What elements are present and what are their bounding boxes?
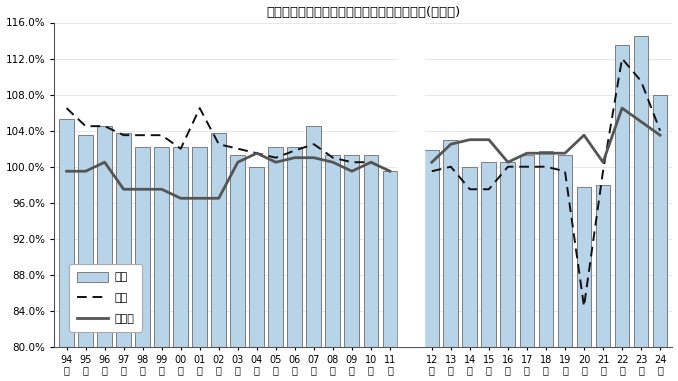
- Bar: [595, 185, 610, 347]
- Bar: [653, 94, 668, 347]
- Bar: [174, 147, 188, 347]
- Bar: [615, 45, 629, 347]
- Bar: [481, 162, 496, 347]
- Bar: [398, 22, 424, 347]
- Bar: [116, 133, 131, 347]
- Title: 「売上高」「客数」「客単価」の伸び率推移(前年比): 「売上高」「客数」「客単価」の伸び率推移(前年比): [266, 6, 460, 19]
- Bar: [250, 167, 264, 347]
- Bar: [344, 155, 359, 347]
- Bar: [231, 155, 245, 347]
- Bar: [424, 150, 439, 347]
- Bar: [212, 133, 226, 347]
- Bar: [443, 140, 458, 347]
- Bar: [363, 155, 378, 347]
- Bar: [78, 135, 93, 347]
- Bar: [325, 155, 340, 347]
- Bar: [462, 167, 477, 347]
- Bar: [155, 147, 169, 347]
- Bar: [59, 119, 74, 347]
- Bar: [268, 147, 283, 347]
- Legend: 売上, 客数, 客単価: 売上, 客数, 客単価: [69, 264, 142, 332]
- Bar: [519, 155, 534, 347]
- Bar: [97, 126, 112, 347]
- Bar: [557, 155, 572, 347]
- Bar: [287, 147, 302, 347]
- Bar: [193, 147, 207, 347]
- Bar: [576, 187, 591, 347]
- Bar: [382, 171, 397, 347]
- Bar: [500, 162, 515, 347]
- Bar: [306, 126, 321, 347]
- Bar: [538, 151, 553, 347]
- Bar: [135, 147, 150, 347]
- Bar: [634, 36, 648, 347]
